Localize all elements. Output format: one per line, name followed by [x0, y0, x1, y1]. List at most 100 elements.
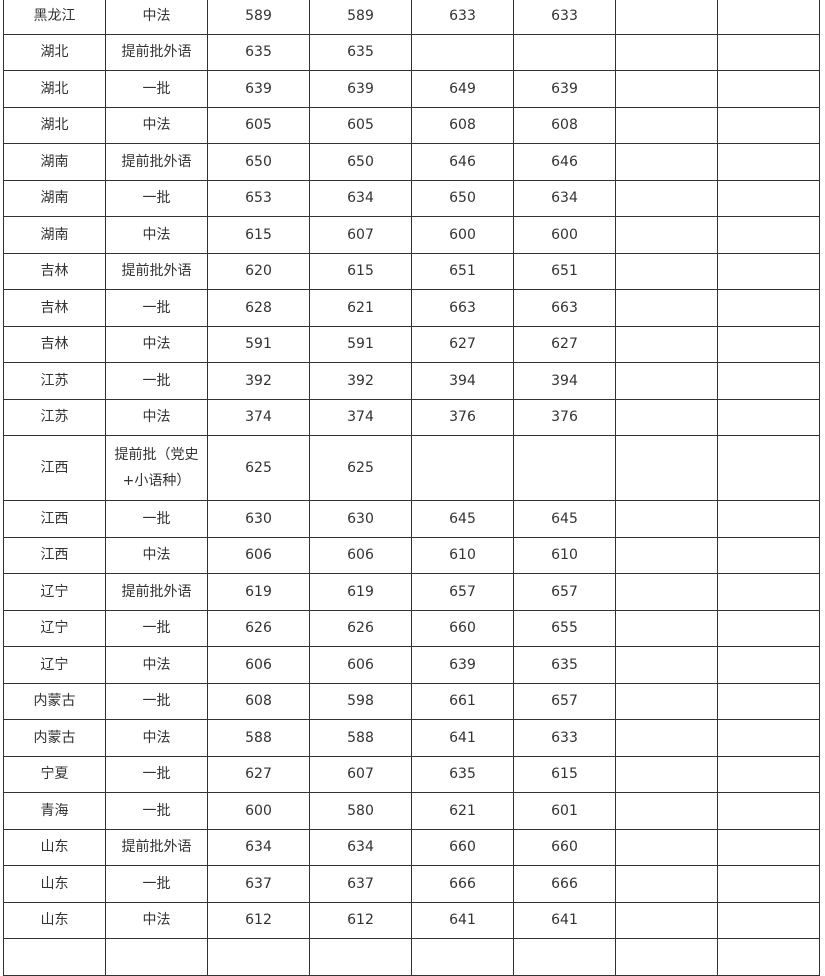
cell-score-c: 660 [411, 828, 514, 866]
cell-batch: 提前批外语 [105, 252, 208, 290]
cell-province: 吉林 [3, 289, 106, 327]
cell-province: 江西 [3, 536, 106, 574]
cell-score-d: 655 [513, 609, 616, 647]
cell-extra-2 [717, 289, 820, 327]
cell-extra-1 [615, 0, 718, 35]
cell-score-d: 394 [513, 362, 616, 400]
cell-score-b: 580 [309, 792, 412, 830]
cell-score-c: 657 [411, 573, 514, 611]
table-row: 湖南 一批 653 634 650 634 [3, 179, 820, 217]
cell-score-c: 661 [411, 682, 514, 720]
cell-batch: 中法 [105, 719, 208, 757]
cell-score-b: 612 [309, 901, 412, 939]
cell-score-b: 619 [309, 573, 412, 611]
cell-score-a: 606 [207, 646, 310, 684]
cell-extra-1 [615, 536, 718, 574]
cell-province: 湖南 [3, 143, 106, 181]
cell-score-a: 588 [207, 719, 310, 757]
table-row: 辽宁 中法 606 606 639 635 [3, 646, 820, 684]
table-row: 湖北 中法 605 605 608 608 [3, 106, 820, 144]
table-row: 内蒙古 中法 588 588 641 633 [3, 719, 820, 757]
cell-score-c [411, 435, 514, 501]
cell-score-b: 607 [309, 755, 412, 793]
cell-extra-2 [717, 901, 820, 939]
cell-batch: 提前批（党史+小语种） [105, 435, 208, 501]
cell-score-b: 639 [309, 70, 412, 108]
cell-batch: 一批 [105, 70, 208, 108]
cell-extra-1 [615, 289, 718, 327]
cell-extra-1 [615, 398, 718, 436]
cell-score-d: 600 [513, 216, 616, 254]
cell-score-a: 635 [207, 33, 310, 71]
table-row: 湖北 提前批外语 635 635 [3, 33, 820, 71]
cell-score-b: 630 [309, 500, 412, 538]
cell-score-a: 606 [207, 536, 310, 574]
cell-province: 湖北 [3, 106, 106, 144]
cell-province: 江西 [3, 500, 106, 538]
cell-score-a: 612 [207, 901, 310, 939]
cell-extra-1 [615, 682, 718, 720]
cell-extra-2 [717, 70, 820, 108]
cell-batch: 中法 [105, 646, 208, 684]
table-row [3, 938, 820, 976]
cell-extra-2 [717, 435, 820, 501]
cell-score-c: 621 [411, 792, 514, 830]
cell-score-d: 615 [513, 755, 616, 793]
cell-score-b: 374 [309, 398, 412, 436]
cell-province: 内蒙古 [3, 719, 106, 757]
cell-score-c: 627 [411, 325, 514, 363]
table-row: 江西 一批 630 630 645 645 [3, 500, 820, 538]
cell-province: 江苏 [3, 398, 106, 436]
cell-province: 宁夏 [3, 755, 106, 793]
cell-province: 吉林 [3, 325, 106, 363]
cell-score-d: 608 [513, 106, 616, 144]
cell-score-a: 650 [207, 143, 310, 181]
cell-score-c: 639 [411, 646, 514, 684]
cell-batch: 一批 [105, 289, 208, 327]
cell-batch: 提前批外语 [105, 143, 208, 181]
cell-extra-1 [615, 325, 718, 363]
cell-score-d: 610 [513, 536, 616, 574]
score-table-container: 黑龙江 中法 589 589 633 633 湖北 提前批外语 635 635 湖北 一批 639 639… [3, 0, 820, 976]
cell-score-c: 394 [411, 362, 514, 400]
cell-extra-1 [615, 216, 718, 254]
cell-extra-1 [615, 435, 718, 501]
table-row: 宁夏 一批 627 607 635 615 [3, 755, 820, 793]
cell-score-a: 615 [207, 216, 310, 254]
cell-score-b: 591 [309, 325, 412, 363]
cell-score-b: 634 [309, 179, 412, 217]
cell-score-a: 639 [207, 70, 310, 108]
cell-score-c: 610 [411, 536, 514, 574]
cell-score-c: 645 [411, 500, 514, 538]
cell-score-c: 600 [411, 216, 514, 254]
cell-batch: 一批 [105, 865, 208, 903]
cell-extra-1 [615, 646, 718, 684]
table-row: 江西 提前批（党史+小语种） 625 625 [3, 435, 820, 501]
cell-score-b: 634 [309, 828, 412, 866]
cell-score-a: 634 [207, 828, 310, 866]
cell-score-d: 657 [513, 573, 616, 611]
table-row: 内蒙古 一批 608 598 661 657 [3, 682, 820, 720]
cell-extra-2 [717, 865, 820, 903]
cell-score-a: 605 [207, 106, 310, 144]
cell-score-d: 633 [513, 0, 616, 35]
cell-extra-2 [717, 362, 820, 400]
cell-extra-2 [717, 646, 820, 684]
cell-province: 山东 [3, 901, 106, 939]
table-row: 青海 一批 600 580 621 601 [3, 792, 820, 830]
table-row: 江苏 一批 392 392 394 394 [3, 362, 820, 400]
cell-batch: 一批 [105, 500, 208, 538]
cell-score-c: 666 [411, 865, 514, 903]
cell-score-b: 606 [309, 646, 412, 684]
cell-score-b: 626 [309, 609, 412, 647]
cell-score-d: 376 [513, 398, 616, 436]
cell-extra-2 [717, 792, 820, 830]
cell-extra-2 [717, 143, 820, 181]
cell-batch: 中法 [105, 106, 208, 144]
cell-province: 吉林 [3, 252, 106, 290]
cell-score-a: 600 [207, 792, 310, 830]
cell-score-d: 639 [513, 70, 616, 108]
cell-score-c [411, 938, 514, 976]
cell-score-c: 376 [411, 398, 514, 436]
cell-score-d [513, 435, 616, 501]
